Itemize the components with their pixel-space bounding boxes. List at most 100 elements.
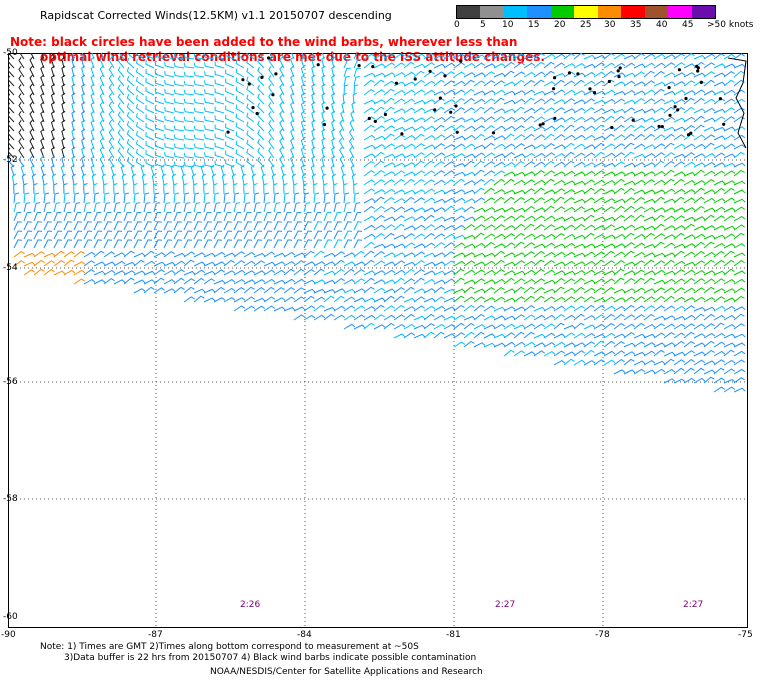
wind-barb bbox=[40, 56, 45, 69]
wind-barb bbox=[623, 342, 636, 348]
wind-barb bbox=[533, 224, 545, 231]
wind-barb bbox=[373, 72, 386, 78]
wind-barb bbox=[693, 89, 706, 96]
wind-barb bbox=[633, 305, 646, 312]
wind-barb bbox=[50, 92, 56, 105]
wind-barb bbox=[53, 212, 62, 222]
wind-barb bbox=[643, 216, 656, 222]
wind-barb bbox=[433, 305, 446, 312]
wind-barb bbox=[423, 331, 435, 339]
wind-barb bbox=[713, 90, 726, 96]
wind-barb bbox=[233, 202, 241, 213]
wind-barb bbox=[493, 53, 505, 60]
wind-barb bbox=[193, 295, 205, 303]
wind-barb bbox=[290, 65, 295, 78]
wind-barb bbox=[268, 75, 275, 87]
wind-barb bbox=[343, 202, 351, 213]
wind-barb bbox=[473, 252, 486, 258]
wind-barb bbox=[513, 90, 526, 96]
wind-barb bbox=[321, 101, 326, 114]
wind-barb bbox=[623, 99, 636, 105]
wind-barb bbox=[453, 162, 466, 168]
wind-barb bbox=[493, 323, 506, 330]
wind-barb bbox=[353, 84, 359, 96]
wind-barb bbox=[623, 54, 636, 60]
wind-barb bbox=[483, 333, 496, 339]
wind-barb bbox=[493, 89, 506, 96]
wind-barb bbox=[340, 110, 345, 123]
wind-barb bbox=[383, 53, 395, 60]
wind-barb bbox=[61, 56, 66, 69]
wind-barb bbox=[19, 53, 25, 60]
wind-barb bbox=[423, 197, 436, 204]
wind-barb bbox=[633, 214, 645, 222]
wind-barb bbox=[493, 196, 505, 204]
wind-barb bbox=[623, 351, 636, 357]
wind-barb bbox=[333, 305, 346, 312]
wind-barb bbox=[453, 341, 466, 348]
wind-barb bbox=[563, 270, 576, 276]
wind-barb bbox=[353, 230, 363, 240]
wind-barb bbox=[683, 314, 696, 321]
wind-barb bbox=[204, 152, 215, 159]
wind-barb bbox=[673, 153, 686, 159]
wind-barb bbox=[193, 107, 205, 114]
wind-barb bbox=[733, 53, 745, 60]
colorbar-label: 5 bbox=[480, 20, 486, 30]
wind-barb bbox=[13, 212, 22, 222]
wind-barb bbox=[663, 207, 676, 213]
wind-barb bbox=[203, 270, 216, 276]
wind-barb bbox=[193, 62, 205, 69]
wind-barb bbox=[413, 305, 425, 312]
quality-flag-circle bbox=[491, 131, 496, 135]
wind-barb bbox=[90, 65, 95, 78]
note-line-1: Note: black circles have been added to t… bbox=[10, 35, 518, 49]
wind-barb bbox=[81, 101, 86, 114]
wind-barb bbox=[99, 74, 105, 87]
wind-barb bbox=[173, 143, 185, 150]
wind-barb bbox=[543, 305, 556, 312]
wind-barb bbox=[453, 295, 465, 303]
wind-barb bbox=[383, 196, 395, 204]
wind-barb bbox=[483, 106, 495, 114]
wind-barb bbox=[613, 358, 625, 366]
wind-barb bbox=[279, 101, 285, 114]
wind-barb bbox=[603, 224, 615, 231]
wind-barb bbox=[117, 147, 125, 159]
wind-barb bbox=[633, 97, 645, 105]
wind-barb bbox=[269, 53, 275, 60]
wind-barb bbox=[473, 178, 485, 186]
wind-barb bbox=[673, 269, 685, 276]
wind-barb bbox=[733, 180, 746, 186]
wind-barb bbox=[513, 196, 525, 204]
wind-barb bbox=[693, 313, 705, 321]
quality-flag-circle bbox=[689, 131, 693, 135]
wind-barb bbox=[543, 251, 556, 258]
wind-barb bbox=[423, 252, 436, 258]
wind-barb bbox=[133, 212, 142, 222]
wind-barb bbox=[633, 143, 646, 150]
wind-barb bbox=[643, 62, 656, 69]
wind-barb bbox=[349, 155, 355, 168]
wind-barb bbox=[81, 119, 86, 132]
wind-barb bbox=[108, 56, 115, 69]
wind-barb bbox=[653, 305, 665, 312]
wind-barb bbox=[403, 242, 416, 249]
wind-barb bbox=[623, 277, 635, 285]
wind-barb bbox=[573, 313, 585, 321]
wind-barb bbox=[643, 206, 656, 213]
wind-barb bbox=[703, 170, 716, 177]
colorbar-label: 35 bbox=[630, 20, 642, 30]
wind-barb bbox=[473, 224, 485, 231]
colorbar-segment bbox=[597, 6, 622, 18]
wind-barb bbox=[153, 277, 165, 285]
wind-barb bbox=[203, 261, 216, 267]
wind-barb bbox=[513, 306, 526, 312]
wind-barb bbox=[473, 269, 486, 276]
wind-barb bbox=[193, 125, 205, 132]
wind-barb bbox=[183, 212, 192, 222]
wind-barb bbox=[323, 221, 332, 231]
wind-barb bbox=[243, 305, 256, 312]
wind-barb bbox=[213, 192, 220, 204]
wind-barb bbox=[363, 79, 375, 87]
